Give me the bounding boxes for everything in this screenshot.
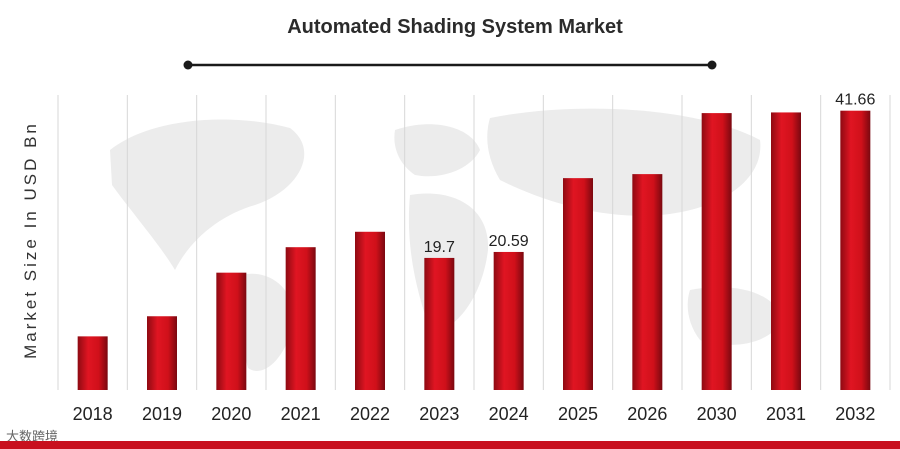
bar-2019 [147,316,177,390]
data-label-2032: 41.66 [835,92,875,109]
bar-2021 [285,247,316,390]
bars [77,110,871,391]
data-label-2024: 20.59 [489,233,529,250]
grid-lines [57,95,891,390]
chart-title: Automated Shading System Market [287,16,623,38]
watermark-logo: 大数跨境 [6,429,59,444]
bar-2022 [355,231,385,390]
x-tick-2031: 2031 [766,404,806,424]
bar-2030 [701,113,732,391]
x-tick-2019: 2019 [142,404,182,424]
bar-2025 [563,178,593,390]
x-tick-2021: 2021 [281,404,321,424]
x-tick-2030: 2030 [697,404,737,424]
bar-2024 [493,251,524,390]
data-label-2023: 19.7 [424,239,455,256]
data-labels: 19.7 20.59 41.66 [424,92,876,256]
x-tick-2020: 2020 [211,404,251,424]
x-tick-2026: 2026 [627,404,667,424]
x-tick-2022: 2022 [350,404,390,424]
x-tick-labels: 2018 2019 2020 2021 2022 2023 2024 2025 2026 2030… [73,404,876,424]
x-tick-2024: 2024 [489,404,529,424]
bar-2023 [424,257,455,390]
x-tick-2018: 2018 [73,404,113,424]
x-tick-2025: 2025 [558,404,598,424]
title-rule [183,60,717,70]
x-tick-2023: 2023 [419,404,459,424]
bottom-band [0,441,900,449]
bar-2026 [632,174,663,390]
bar-2032 [840,110,871,391]
bar-2020 [216,272,247,390]
bar-2018 [77,336,108,390]
x-tick-2032: 2032 [835,404,875,424]
bar-2031 [771,112,801,390]
